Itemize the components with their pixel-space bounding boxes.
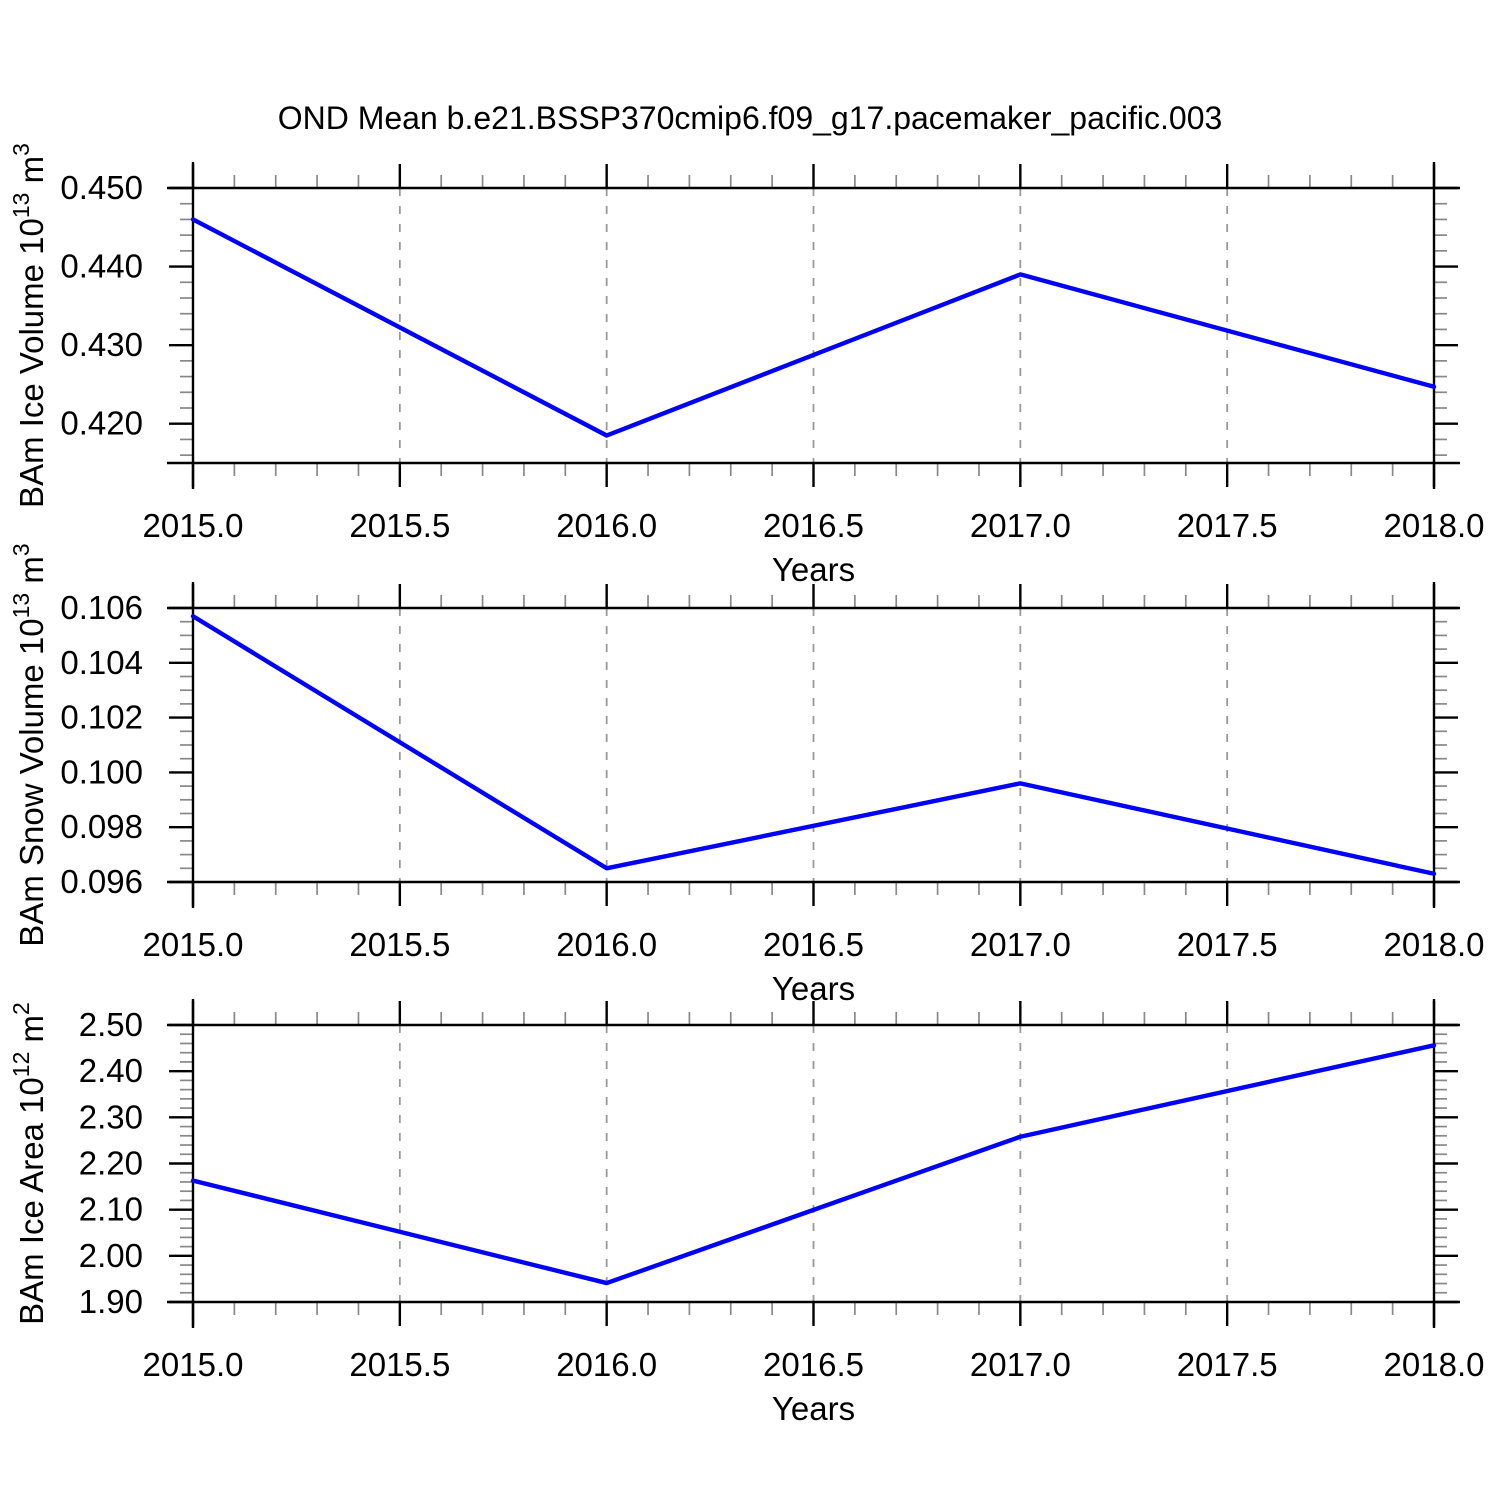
x-axis-title-ice-volume: Years <box>772 551 855 588</box>
x-tick-labels-ice-area: 2015.0 2015.5 2016.0 2016.5 2017.0 2017.5 2018… <box>143 1346 1485 1383</box>
svg-text:2.50: 2.50 <box>79 1006 143 1043</box>
y-axis-title-ice-area: BAm Ice Area 1012 m2 <box>8 1002 50 1325</box>
svg-text:2015.0: 2015.0 <box>143 926 244 963</box>
svg-text:0.104: 0.104 <box>60 644 143 681</box>
svg-text:2.40: 2.40 <box>79 1052 143 1089</box>
svg-text:2018.0: 2018.0 <box>1384 1346 1485 1383</box>
y-tick-labels-ice-volume: 0.420 0.430 0.440 0.450 <box>60 169 143 442</box>
svg-text:2015.5: 2015.5 <box>349 507 450 544</box>
axes-ice-volume <box>167 162 1460 489</box>
svg-text:2017.5: 2017.5 <box>1177 1346 1278 1383</box>
svg-text:2018.0: 2018.0 <box>1384 926 1485 963</box>
y-tick-labels-ice-area: 1.90 2.00 2.10 2.20 2.30 2.40 2.50 <box>79 1006 143 1320</box>
svg-text:2015.0: 2015.0 <box>143 1346 244 1383</box>
x-axis-title-snow-volume: Years <box>772 970 855 1007</box>
svg-text:2.10: 2.10 <box>79 1191 143 1228</box>
svg-text:2017.5: 2017.5 <box>1177 507 1278 544</box>
panel-snow-volume: 2015.0 2015.5 2016.0 2016.5 2017.0 2017.5 2018… <box>8 543 1484 1007</box>
svg-text:1.90: 1.90 <box>79 1283 143 1320</box>
y-tick-labels-snow-volume: 0.096 0.098 0.100 0.102 0.104 0.106 <box>60 589 143 900</box>
svg-text:2017.5: 2017.5 <box>1177 926 1278 963</box>
series-line-snow-volume <box>190 614 1437 876</box>
svg-text:2016.5: 2016.5 <box>763 1346 864 1383</box>
gridlines-snow-volume <box>398 608 1229 882</box>
y-axis-title-ice-volume: BAm Ice Volume 1013 m3 <box>8 143 50 508</box>
svg-text:2016.5: 2016.5 <box>763 507 864 544</box>
axes-ice-area <box>167 999 1460 1328</box>
svg-text:2016.0: 2016.0 <box>556 1346 657 1383</box>
x-tick-labels-ice-volume: 2015.0 2015.5 2016.0 2016.5 2017.0 2017.5 2018… <box>143 507 1485 544</box>
svg-text:2015.5: 2015.5 <box>349 1346 450 1383</box>
svg-text:2017.0: 2017.0 <box>970 507 1071 544</box>
ticks-ice-volume <box>169 164 1458 487</box>
panel-ice-area: 2015.0 2015.5 2016.0 2016.5 2017.0 2017.5 2018… <box>8 999 1484 1427</box>
svg-text:2017.0: 2017.0 <box>970 1346 1071 1383</box>
panel-ice-volume: 2015.0 2015.5 2016.0 2016.5 2017.0 2017.5 2018… <box>8 143 1484 588</box>
svg-text:0.100: 0.100 <box>60 753 143 790</box>
svg-text:2015.0: 2015.0 <box>143 507 244 544</box>
svg-text:2016.5: 2016.5 <box>763 926 864 963</box>
y-axis-title-snow-volume: BAm Snow Volume 1013 m3 <box>8 543 50 946</box>
svg-text:2.00: 2.00 <box>79 1237 143 1274</box>
svg-text:2.30: 2.30 <box>79 1098 143 1135</box>
svg-text:2017.0: 2017.0 <box>970 926 1071 963</box>
svg-text:0.420: 0.420 <box>60 405 143 442</box>
svg-text:0.440: 0.440 <box>60 248 143 285</box>
x-tick-labels-snow-volume: 2015.0 2015.5 2016.0 2016.5 2017.0 2017.5 2018… <box>143 926 1485 963</box>
svg-text:0.102: 0.102 <box>60 699 143 736</box>
svg-text:0.450: 0.450 <box>60 169 143 206</box>
svg-text:2.20: 2.20 <box>79 1145 143 1182</box>
svg-text:2016.0: 2016.0 <box>556 926 657 963</box>
svg-text:2016.0: 2016.0 <box>556 507 657 544</box>
svg-text:2018.0: 2018.0 <box>1384 507 1485 544</box>
series-line-ice-area <box>190 1043 1437 1286</box>
ticks-ice-area <box>169 1001 1458 1326</box>
svg-text:0.096: 0.096 <box>60 863 143 900</box>
series-line-ice-volume <box>190 217 1437 438</box>
svg-text:0.106: 0.106 <box>60 589 143 626</box>
gridlines-ice-volume <box>398 188 1229 463</box>
svg-text:2015.5: 2015.5 <box>349 926 450 963</box>
axes-snow-volume <box>167 582 1460 908</box>
x-axis-title-ice-area: Years <box>772 1390 855 1427</box>
svg-text:0.430: 0.430 <box>60 326 143 363</box>
chart-title: OND Mean b.e21.BSSP370cmip6.f09_g17.pace… <box>277 100 1223 136</box>
svg-text:0.098: 0.098 <box>60 808 143 845</box>
